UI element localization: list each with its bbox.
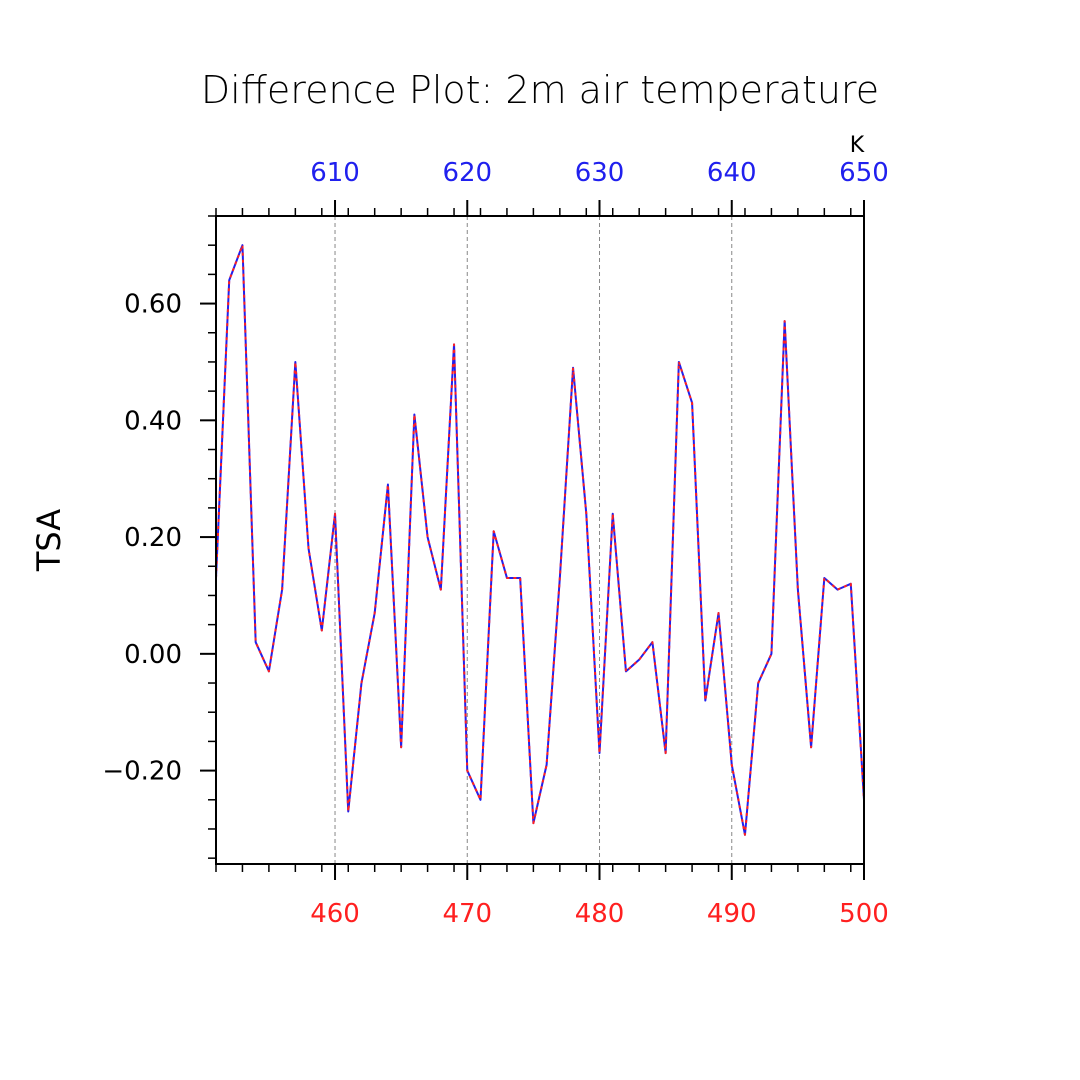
plot-frame — [215, 215, 865, 865]
series-line — [215, 244, 865, 836]
y-tick-label: 0.00 — [124, 640, 182, 670]
y-tick-label: 0.60 — [124, 290, 182, 320]
x-tick-label: 480 — [575, 899, 625, 929]
x-tick-label: 490 — [707, 899, 757, 929]
axis-ticks — [200, 200, 865, 880]
chart-title: Difference Plot: 2m air temperature — [201, 68, 879, 112]
y-tick-label: 0.20 — [124, 523, 182, 553]
y-tick-label: −0.20 — [102, 757, 182, 787]
tick-labels: 460 470 480 490 500 610 620 630 640 650 −0.20 0.00 0… — [102, 158, 889, 929]
series-group — [215, 244, 865, 836]
x-tick-label: 500 — [839, 899, 889, 929]
top-axis-unit: K — [850, 133, 865, 158]
x-top-tick-label: 640 — [707, 158, 757, 188]
x-top-tick-label: 630 — [575, 158, 625, 188]
series-line-dashed — [215, 244, 865, 836]
y-axis-label: TSA — [30, 509, 68, 572]
x-tick-label: 460 — [310, 899, 360, 929]
x-top-tick-label: 650 — [839, 158, 889, 188]
x-top-tick-label: 620 — [442, 158, 492, 188]
y-tick-label: 0.40 — [124, 406, 182, 436]
x-top-tick-label: 610 — [310, 158, 360, 188]
x-tick-label: 470 — [442, 899, 492, 929]
